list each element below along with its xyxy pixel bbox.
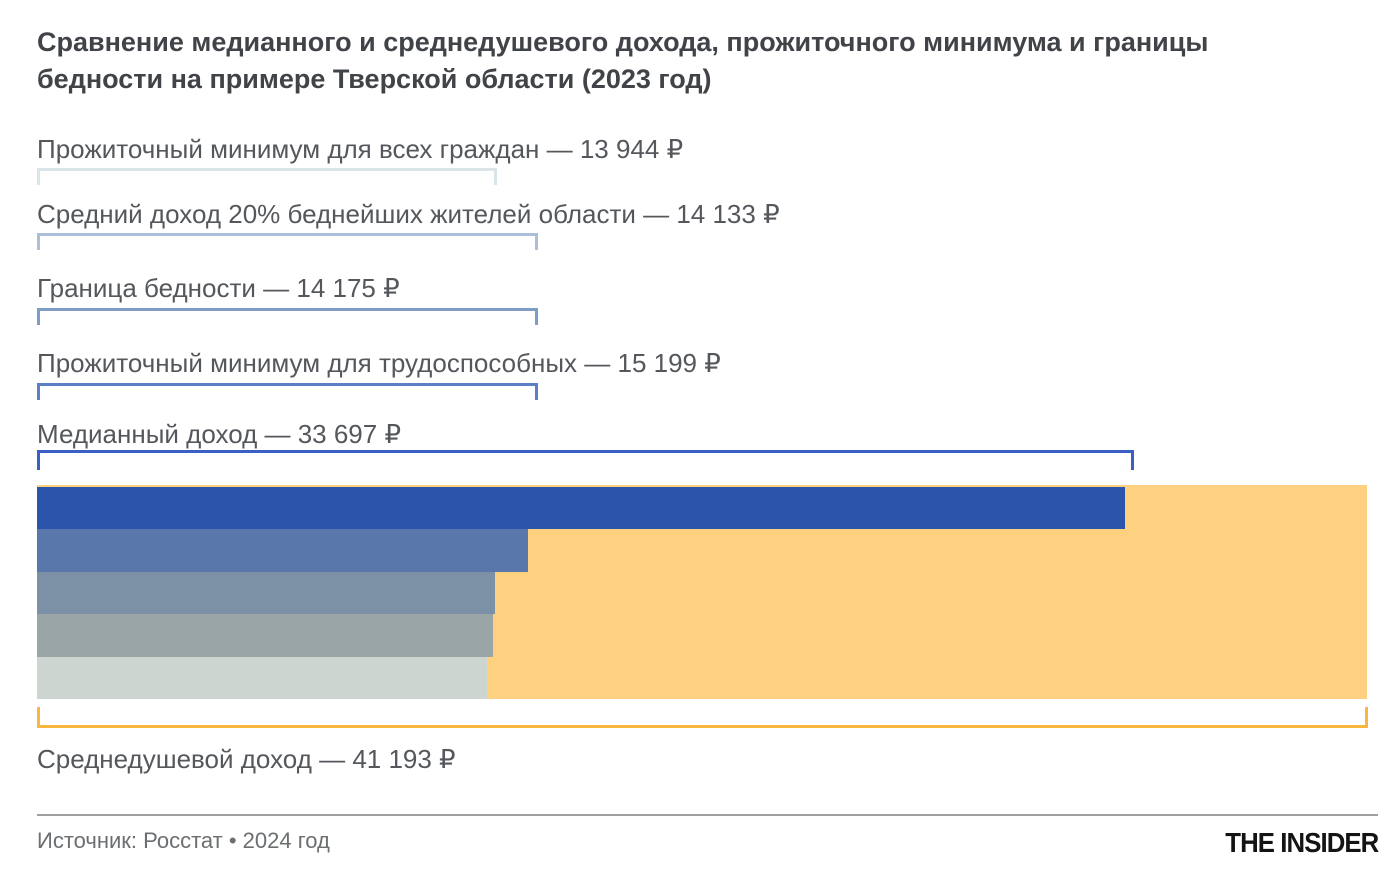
- chart-title: Сравнение медианного и среднедушевого до…: [37, 27, 1209, 94]
- source-text: Источник: Росстат • 2024 год: [37, 828, 330, 853]
- bar-label: Прожиточный минимум для трудоспособных —…: [37, 348, 721, 378]
- total-label: Среднедушевой доход — 41 193 ₽: [37, 744, 456, 774]
- footer-divider: [37, 814, 1378, 816]
- bar-1: [37, 487, 1125, 530]
- value-bracket: [37, 383, 538, 400]
- bar-label: Медианный доход — 33 697 ₽: [37, 419, 401, 449]
- bar-label: Граница бедности — 14 175 ₽: [37, 273, 400, 303]
- bar-label: Прожиточный минимум для всех граждан — 1…: [37, 134, 684, 164]
- value-bracket: [37, 308, 538, 325]
- brand-logo: THE INSIDER: [1224, 827, 1379, 858]
- bar-label: Средний доход 20% беднейших жителей обла…: [37, 199, 780, 229]
- bar-3: [37, 571, 495, 615]
- bar-4: [37, 614, 494, 657]
- value-bracket: [37, 450, 1134, 470]
- value-bracket: [37, 233, 538, 250]
- total-bracket: [37, 707, 1368, 728]
- bar-5: [37, 656, 488, 699]
- value-bracket: [37, 168, 497, 185]
- bar-2: [37, 529, 528, 572]
- bar-chart: [37, 485, 1367, 699]
